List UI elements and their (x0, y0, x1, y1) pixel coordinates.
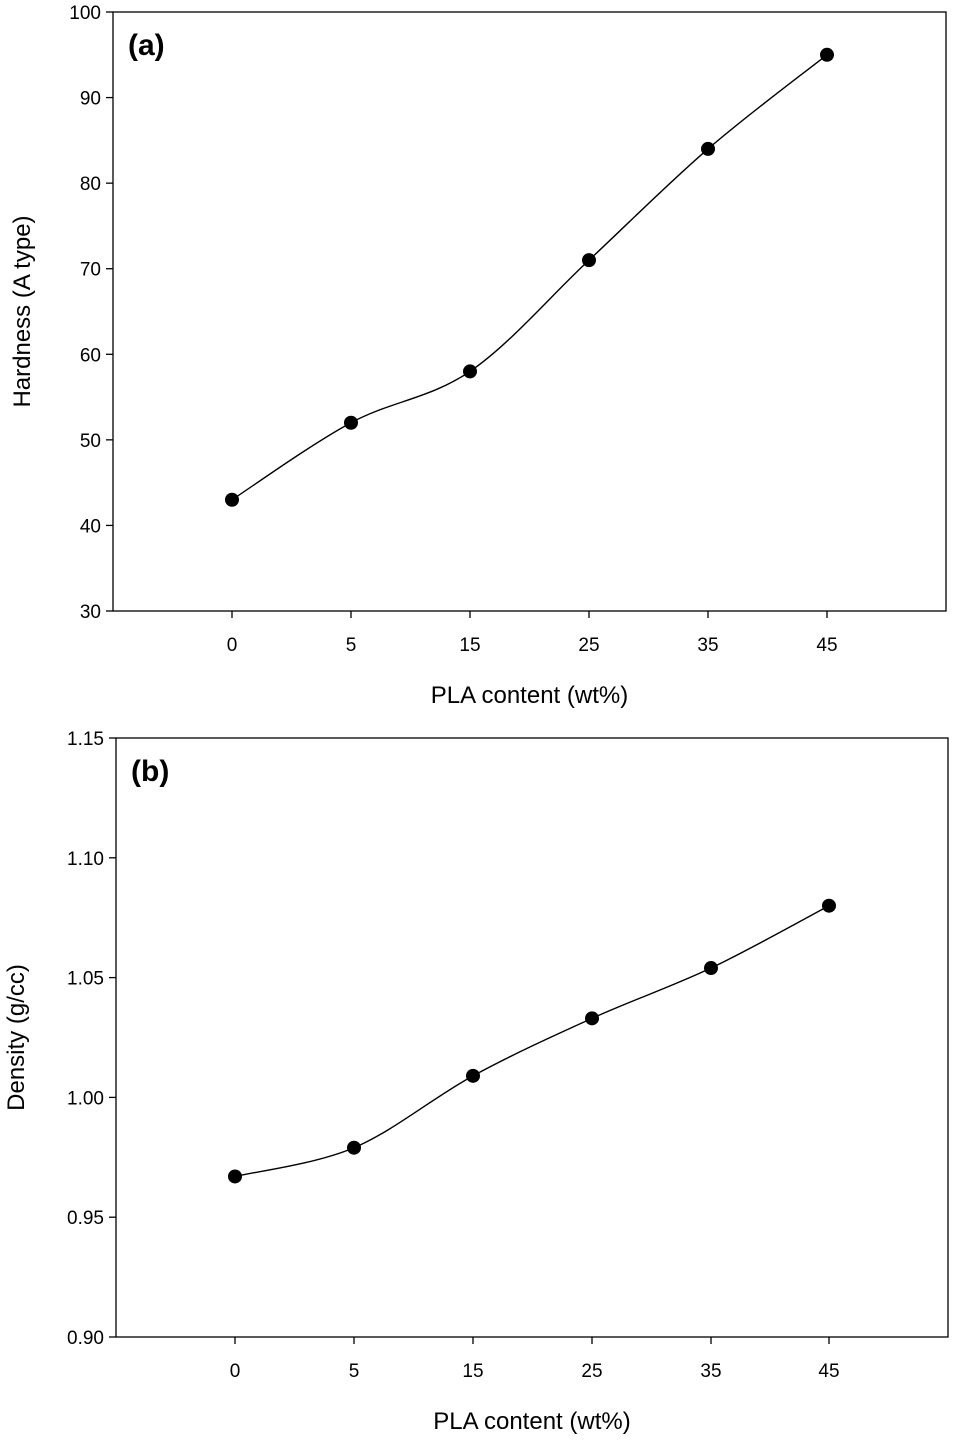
y-tick-label: 60 (80, 345, 101, 366)
panel-b-density-chart: 0.90 0.95 1.00 1.05 1.10 1.15 0 5 15 25 35 45 PLA co… (3, 729, 949, 1435)
data-point (820, 47, 834, 62)
y-tick-label: 1.00 (67, 1088, 104, 1109)
y-tick-label: 30 (80, 602, 101, 623)
data-point (466, 1068, 480, 1083)
plot-frame (112, 11, 947, 612)
x-tick-label: 45 (816, 635, 837, 656)
panel-label: (b) (131, 755, 169, 788)
y-tick-label: 1.10 (67, 849, 104, 870)
x-tick-label: 25 (581, 1361, 602, 1382)
x-tick-label: 0 (230, 1361, 241, 1382)
series-line (234, 905, 830, 1178)
panel-label: (a) (128, 29, 165, 62)
x-tick-label: 15 (462, 1361, 483, 1382)
y-tick-label: 0.90 (67, 1328, 104, 1349)
x-tick-label: 5 (349, 1361, 360, 1382)
plot-frame (115, 737, 949, 1338)
x-tick-label: 25 (578, 635, 599, 656)
y-tick-label: 80 (80, 174, 101, 195)
x-tick-label: 5 (346, 635, 357, 656)
x-tick-label: 15 (459, 635, 480, 656)
data-point (347, 1140, 361, 1155)
data-point (463, 364, 477, 379)
x-axis-title: PLA content (wt%) (431, 682, 628, 709)
data-point (822, 898, 836, 913)
y-tick-label: 0.95 (67, 1208, 104, 1229)
y-axis-title: Hardness (A type) (9, 215, 36, 407)
x-tick-label: 0 (227, 635, 238, 656)
y-tick-label: 40 (80, 516, 101, 537)
y-tick-label: 90 (80, 89, 101, 110)
y-tick-label: 70 (80, 260, 101, 281)
series-line (231, 54, 828, 501)
data-point (704, 961, 718, 976)
data-point (585, 1011, 599, 1026)
panel-a-hardness-chart: 30 40 50 60 70 80 90 100 0 5 15 25 35 45 PLA content (… (9, 3, 947, 709)
y-tick-label: 50 (80, 431, 101, 452)
data-point (228, 1169, 242, 1184)
y-tick-label: 1.15 (67, 729, 104, 750)
y-axis-title: Density (g/cc) (3, 964, 30, 1111)
y-tick-label: 1.05 (67, 969, 104, 990)
x-axis-title: PLA content (wt%) (433, 1408, 630, 1435)
y-tick-label: 100 (69, 3, 101, 24)
data-point (225, 492, 239, 507)
x-tick-label: 35 (697, 635, 718, 656)
x-tick-label: 35 (700, 1361, 721, 1382)
data-point (701, 141, 715, 156)
data-point (344, 415, 358, 430)
x-tick-label: 45 (818, 1361, 839, 1382)
data-point (582, 253, 596, 268)
